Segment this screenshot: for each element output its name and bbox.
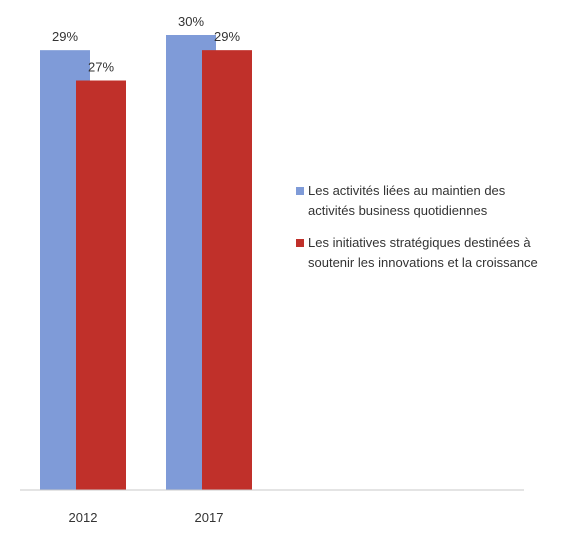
x-tick-label-2012: 2012 [69, 510, 98, 525]
data-label-initiatives-2012: 27% [88, 60, 114, 75]
x-tick-label-2017: 2017 [195, 510, 224, 525]
legend-item-maintien: Les activités liées au maintien des acti… [296, 181, 546, 221]
data-label-maintien-2012: 29% [52, 29, 78, 44]
legend-label-initiatives: Les initiatives stratégiques destinées à… [308, 235, 538, 270]
legend-item-initiatives: Les initiatives stratégiques destinées à… [296, 233, 546, 273]
legend-label-maintien: Les activités liées au maintien des acti… [308, 183, 506, 218]
series-maintien-bars [40, 35, 216, 491]
bar-initiatives-2012 [76, 80, 126, 490]
data-label-maintien-2017: 30% [178, 14, 204, 29]
series-initiatives-bars [76, 50, 252, 491]
x-tick-labels: 2012 2017 [69, 510, 224, 525]
legend-swatch-maintien [296, 187, 304, 195]
data-labels: 29% 30% 27% 29% [52, 14, 240, 75]
legend-swatch-initiatives [296, 239, 304, 247]
data-label-initiatives-2017: 29% [214, 29, 240, 44]
legend: Les activités liées au maintien des acti… [296, 181, 546, 285]
bar-initiatives-2017 [202, 50, 252, 491]
